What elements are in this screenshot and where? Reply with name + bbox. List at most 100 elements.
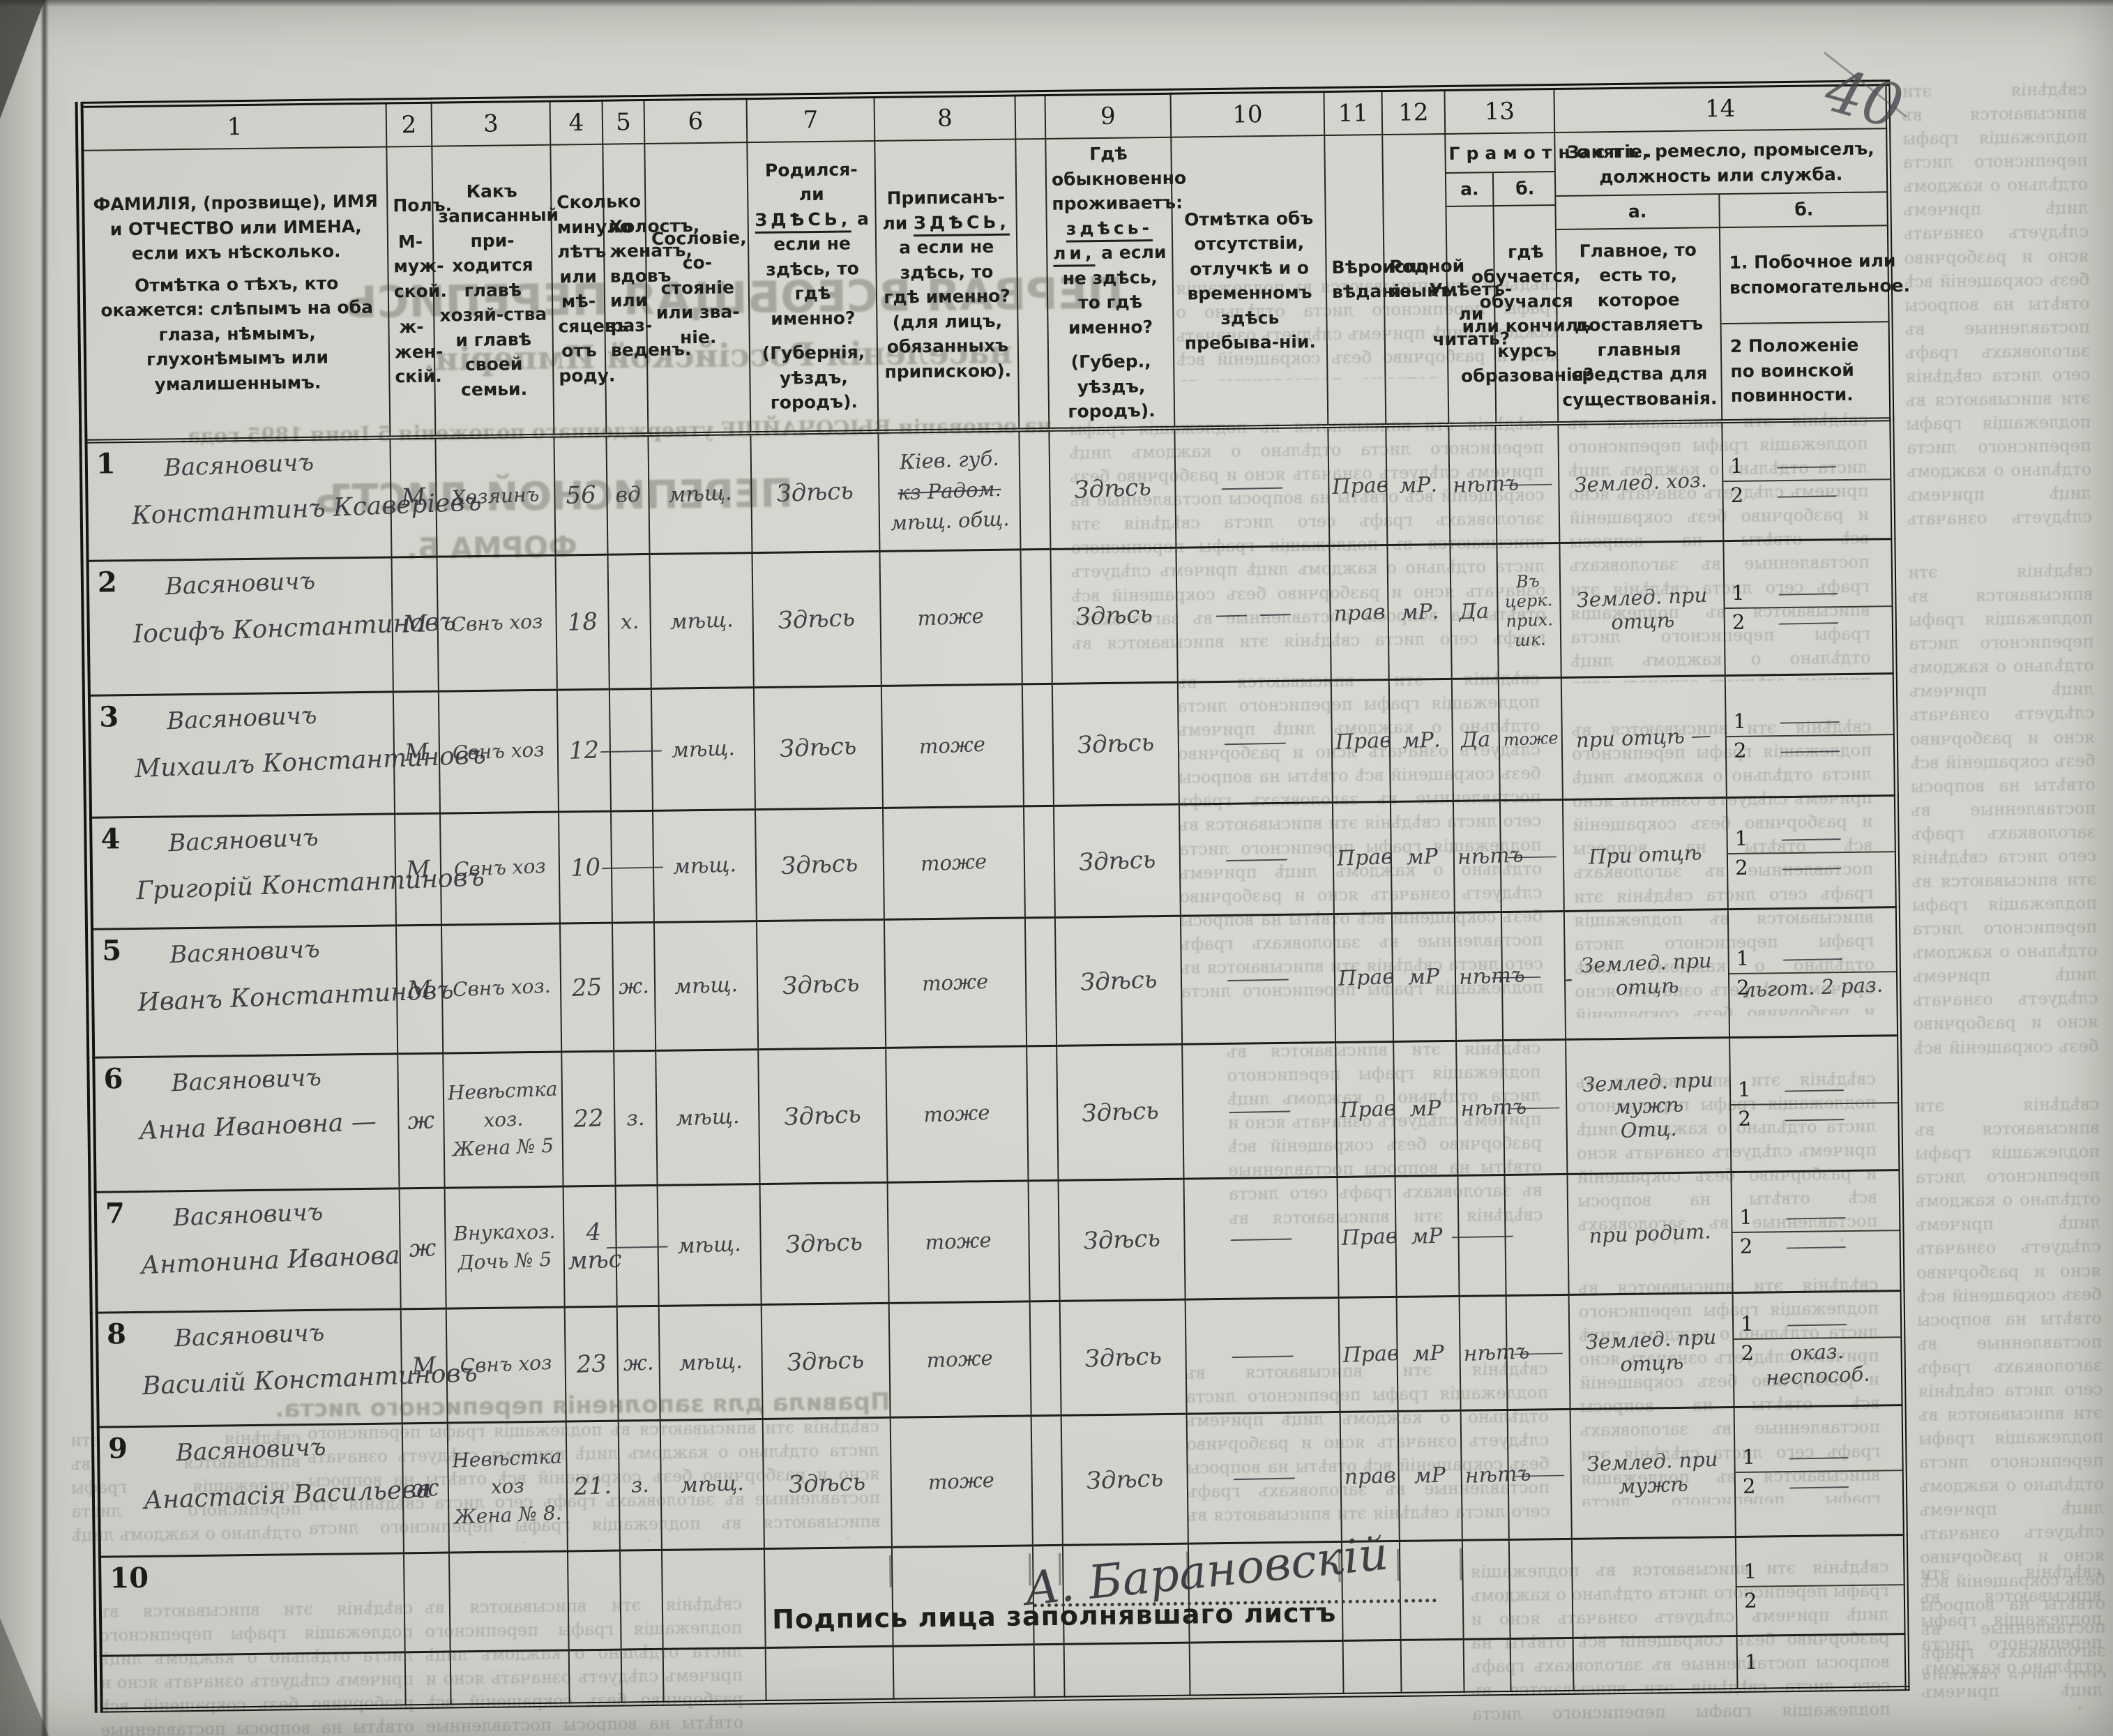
printed-sub-number: 2 (1730, 483, 1744, 508)
col-blank (1015, 93, 1046, 139)
relation-line-hw: Свнъ хоз (450, 609, 544, 636)
surname-hw: Васяновичъ (172, 1198, 324, 1232)
cell-language: мР. (1388, 679, 1453, 802)
resides-hw: Здѣсь (1084, 1342, 1162, 1373)
cell-school: — (1507, 1409, 1572, 1540)
resides-hw: Здѣсь (1078, 845, 1156, 877)
relation-line-hw: Жена № 8. (453, 1501, 562, 1529)
estate-hw: мѣщ. (671, 735, 736, 763)
cell-resides: Здѣсь (1049, 428, 1176, 550)
cell-language: мР (1390, 801, 1455, 914)
cell-resides: Здѣсь (1061, 1414, 1188, 1546)
sex-hw: М (404, 738, 430, 767)
side-occupation-half: 1— (1735, 1441, 1902, 1473)
given-name-hw: Анастасія Васильева (143, 1474, 432, 1516)
sex-hw: М (400, 483, 427, 513)
cell-born-here: Здѣсь (761, 1303, 891, 1419)
cell-resides: Здѣсь (1056, 1044, 1184, 1181)
cell-religion: Прав (1337, 1176, 1398, 1298)
surname-hw: Васяновичъ (167, 823, 319, 858)
language-hw: мР. (1400, 598, 1439, 626)
side-occupation-hw: — (1785, 1444, 1852, 1469)
cell-registered: тоже (886, 1046, 1029, 1183)
school-hw: — (1504, 845, 1560, 866)
col-number-5: 5 (602, 98, 645, 144)
occupation-line-hw: Землед. при отцѣ (1584, 1324, 1717, 1376)
cell-blank (1022, 684, 1054, 806)
born-hw: Здѣсь (783, 1100, 862, 1132)
born-hw: Здѣсь (776, 477, 854, 508)
side-occupation-hw (1816, 1569, 1824, 1572)
side-occupation-half: 1— (1733, 1308, 1900, 1340)
cell-estate (661, 1548, 766, 1650)
cell-registered: Кіев. губ.кз Радом.мѣщ. общ. (878, 429, 1021, 552)
relation-line-hw: Невѣстка (447, 1077, 559, 1105)
side-occupation-half: 1— (1732, 1202, 1900, 1234)
occupation-line-hw: Землед. при мужѣ (1586, 1447, 1718, 1498)
cell-occupation-main: при родит. (1567, 1172, 1733, 1295)
marital-hw: — (598, 854, 667, 880)
resides-hw: Здѣсь (1076, 728, 1155, 760)
school-hw: — (1507, 1096, 1563, 1118)
col-number-2: 2 (386, 100, 432, 147)
cell-marital: ж. (612, 922, 656, 1052)
cell-absence: — (1177, 680, 1333, 805)
military-status-half: 2— (1733, 1231, 1900, 1261)
resides-hw: Здѣсь (1075, 600, 1153, 632)
sex-hw: М (402, 610, 428, 639)
given-name-hw: Михаилъ Константиновъ (134, 741, 487, 784)
age-hw: 12 (568, 736, 600, 765)
header-literacy-b-text: гдѣ обучается, обучался или кончилъ курс… (1460, 241, 1594, 386)
cell-blank (1019, 429, 1051, 550)
military-status-hw: — (1775, 609, 1842, 635)
occupation-line-hw: Землед. хоз. (1573, 468, 1708, 497)
side-wrap: 1—2— (1726, 706, 1893, 765)
cell-reads: нѣтъ (1456, 1040, 1527, 1176)
military-status-hw: — (1778, 854, 1845, 880)
cell-age (567, 1550, 621, 1650)
cell-absence: — (1180, 914, 1336, 1045)
side-occupation-hw: — (1779, 945, 1846, 970)
occupation-line-hw: Землед. при отцѣ (1575, 582, 1708, 635)
estate-hw: мѣщ. (680, 1471, 745, 1498)
printed-sub-number: 1 (1743, 1559, 1757, 1583)
military-status-hw: — (1776, 737, 1843, 763)
cell-empty (1342, 1640, 1402, 1696)
header-sex-m: М-муж-ской. (393, 231, 448, 301)
cell-born-here: Здѣсь (758, 1048, 888, 1184)
header-name-text: ФАМИЛІЯ, (прозвище), ИМЯ и ОТЧЕСТВО или … (93, 190, 379, 264)
col-number-6: 6 (644, 96, 748, 144)
cell-occupation-side: 1—2— (1729, 1035, 1901, 1172)
relation-line-hw: Дочь № 5 (457, 1247, 552, 1275)
marital-hw: з. (630, 1472, 650, 1498)
absence-hw: — (1220, 730, 1290, 755)
military-status-half: 2— (1725, 607, 1892, 637)
cell-language: мР. (1387, 544, 1452, 680)
relation-line-hw: Хозяинъ (450, 483, 540, 510)
side-wrap: 1—2 оказ. неспособ. (1733, 1308, 1901, 1390)
age-hw: 25 (571, 972, 603, 1002)
school-hw: — (1510, 1342, 1566, 1363)
cell-empty (1189, 1640, 1344, 1698)
cell-relation: Невѣсткахоз.Жена № 5 (443, 1052, 563, 1188)
side-occupation-hw: — (1776, 708, 1843, 734)
cell-occupation-side: 1—2— (1731, 1170, 1902, 1293)
cell-absence: — (1182, 1042, 1338, 1179)
born-hw: Здѣсь (779, 732, 858, 764)
cell-occupation-main: При отцѣ (1562, 797, 1728, 912)
language-hw: мР (1412, 1341, 1445, 1367)
header-estate-text: Сословіе, со-стояніе или зва-ніе. (651, 227, 747, 347)
cell-name: 6 Васяновичъ Анна Ивановна — (91, 1053, 400, 1193)
absence-hw: — (1228, 1343, 1297, 1369)
cell-name: 8 Васяновичъ Василій Константиновъ (93, 1308, 478, 1428)
given-name-hw: Антонина Иванова (140, 1241, 401, 1281)
born-hw: Здѣсь (780, 849, 859, 880)
surname-hw: Васяновичъ (174, 1318, 325, 1353)
printed-sub-number: 1 (1736, 946, 1750, 970)
age-hw: 23 (575, 1349, 607, 1379)
header-sex-title: Полъ. (393, 195, 453, 216)
born-hw: Здѣсь (778, 603, 856, 635)
military-status-hw: — (1782, 1233, 1849, 1259)
